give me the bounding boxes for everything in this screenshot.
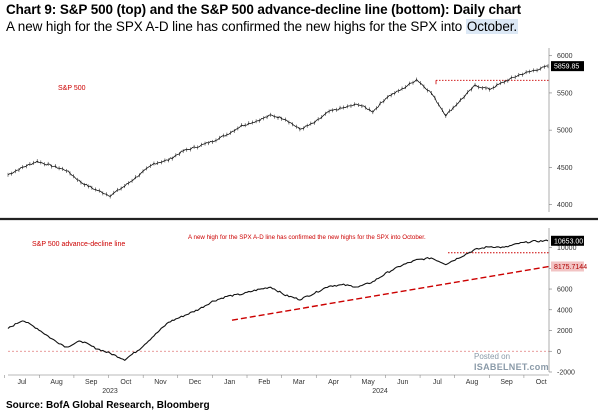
subtitle-highlight: October.: [465, 19, 519, 34]
y-tick-label: 5500: [557, 90, 573, 97]
trendline-value-label: 8175.7144: [554, 264, 587, 271]
trendline-value-badge: [551, 261, 584, 272]
series-line: [7, 65, 549, 197]
x-tick-label: Jul: [433, 379, 442, 386]
y-tick-label: -2000: [557, 370, 575, 377]
subtitle-text: A new high for the SPX A-D line has conf…: [6, 19, 466, 34]
x-tick-label: Dec: [189, 379, 202, 386]
y-tick-label: 10000: [557, 245, 577, 252]
watermark-posted: Posted on: [474, 352, 511, 361]
y-tick-label: 2000: [557, 328, 573, 335]
y-tick-label: 4500: [557, 165, 573, 172]
x-tick-label: Sep: [85, 379, 98, 386]
x-tick-label: Oct: [120, 379, 131, 386]
year-label: 2024: [372, 388, 388, 395]
y-tick-label: 6000: [557, 53, 573, 60]
y-tick-label: 4000: [557, 202, 573, 209]
x-tick-label: Sep: [500, 379, 513, 386]
last-value-badge: [551, 61, 584, 72]
ad-panel-label: S&P 500 advance-decline line: [32, 241, 125, 248]
last-value-badge: [551, 235, 584, 246]
chart-subtitle: A new high for the SPX A-D line has conf…: [6, 19, 519, 34]
watermark-site: ISABELNET.com: [474, 362, 549, 372]
trendline: [231, 265, 550, 321]
x-tick-label: Nov: [154, 379, 167, 386]
ad-line-panel: -2000020004000600080001000010653.008175.…: [7, 228, 587, 377]
last-value-label: 5859.85: [554, 64, 579, 71]
ad-annotation: A new high for the SPX A-D line has conf…: [188, 234, 426, 241]
y-tick-label: 5000: [557, 128, 573, 135]
x-tick-label: Apr: [328, 379, 340, 386]
x-tick-label: May: [362, 379, 376, 386]
x-tick-label: Jan: [224, 379, 235, 386]
x-axis: Jul Aug Sep Oct Nov Dec Jan Feb Mar Apr May Jun Jul A…: [4, 374, 549, 395]
last-value-label: 10653.00: [554, 238, 583, 245]
spx-panel: 4000 4500 5000 5500 6000 5859.85 S&P 500: [7, 48, 584, 212]
y-tick-label: 4000: [557, 307, 573, 314]
x-tick-label: Oct: [536, 379, 547, 386]
source-note: Source: BofA Global Research, Bloomberg: [6, 400, 210, 411]
x-tick-label: Mar: [293, 379, 306, 386]
y-tick-label: 0: [557, 349, 561, 356]
series-line: [7, 239, 549, 361]
x-tick-label: Jul: [18, 379, 27, 386]
x-tick-label: Aug: [50, 379, 63, 386]
y-tick-label: 6000: [557, 287, 573, 294]
x-tick-label: Aug: [466, 379, 479, 386]
x-tick-label: Jun: [397, 379, 408, 386]
chart-title: Chart 9: S&P 500 (top) and the S&P 500 a…: [6, 2, 522, 17]
x-tick-label: Feb: [258, 379, 270, 386]
spx-panel-label: S&P 500: [58, 85, 86, 92]
year-label: 2023: [102, 388, 118, 395]
